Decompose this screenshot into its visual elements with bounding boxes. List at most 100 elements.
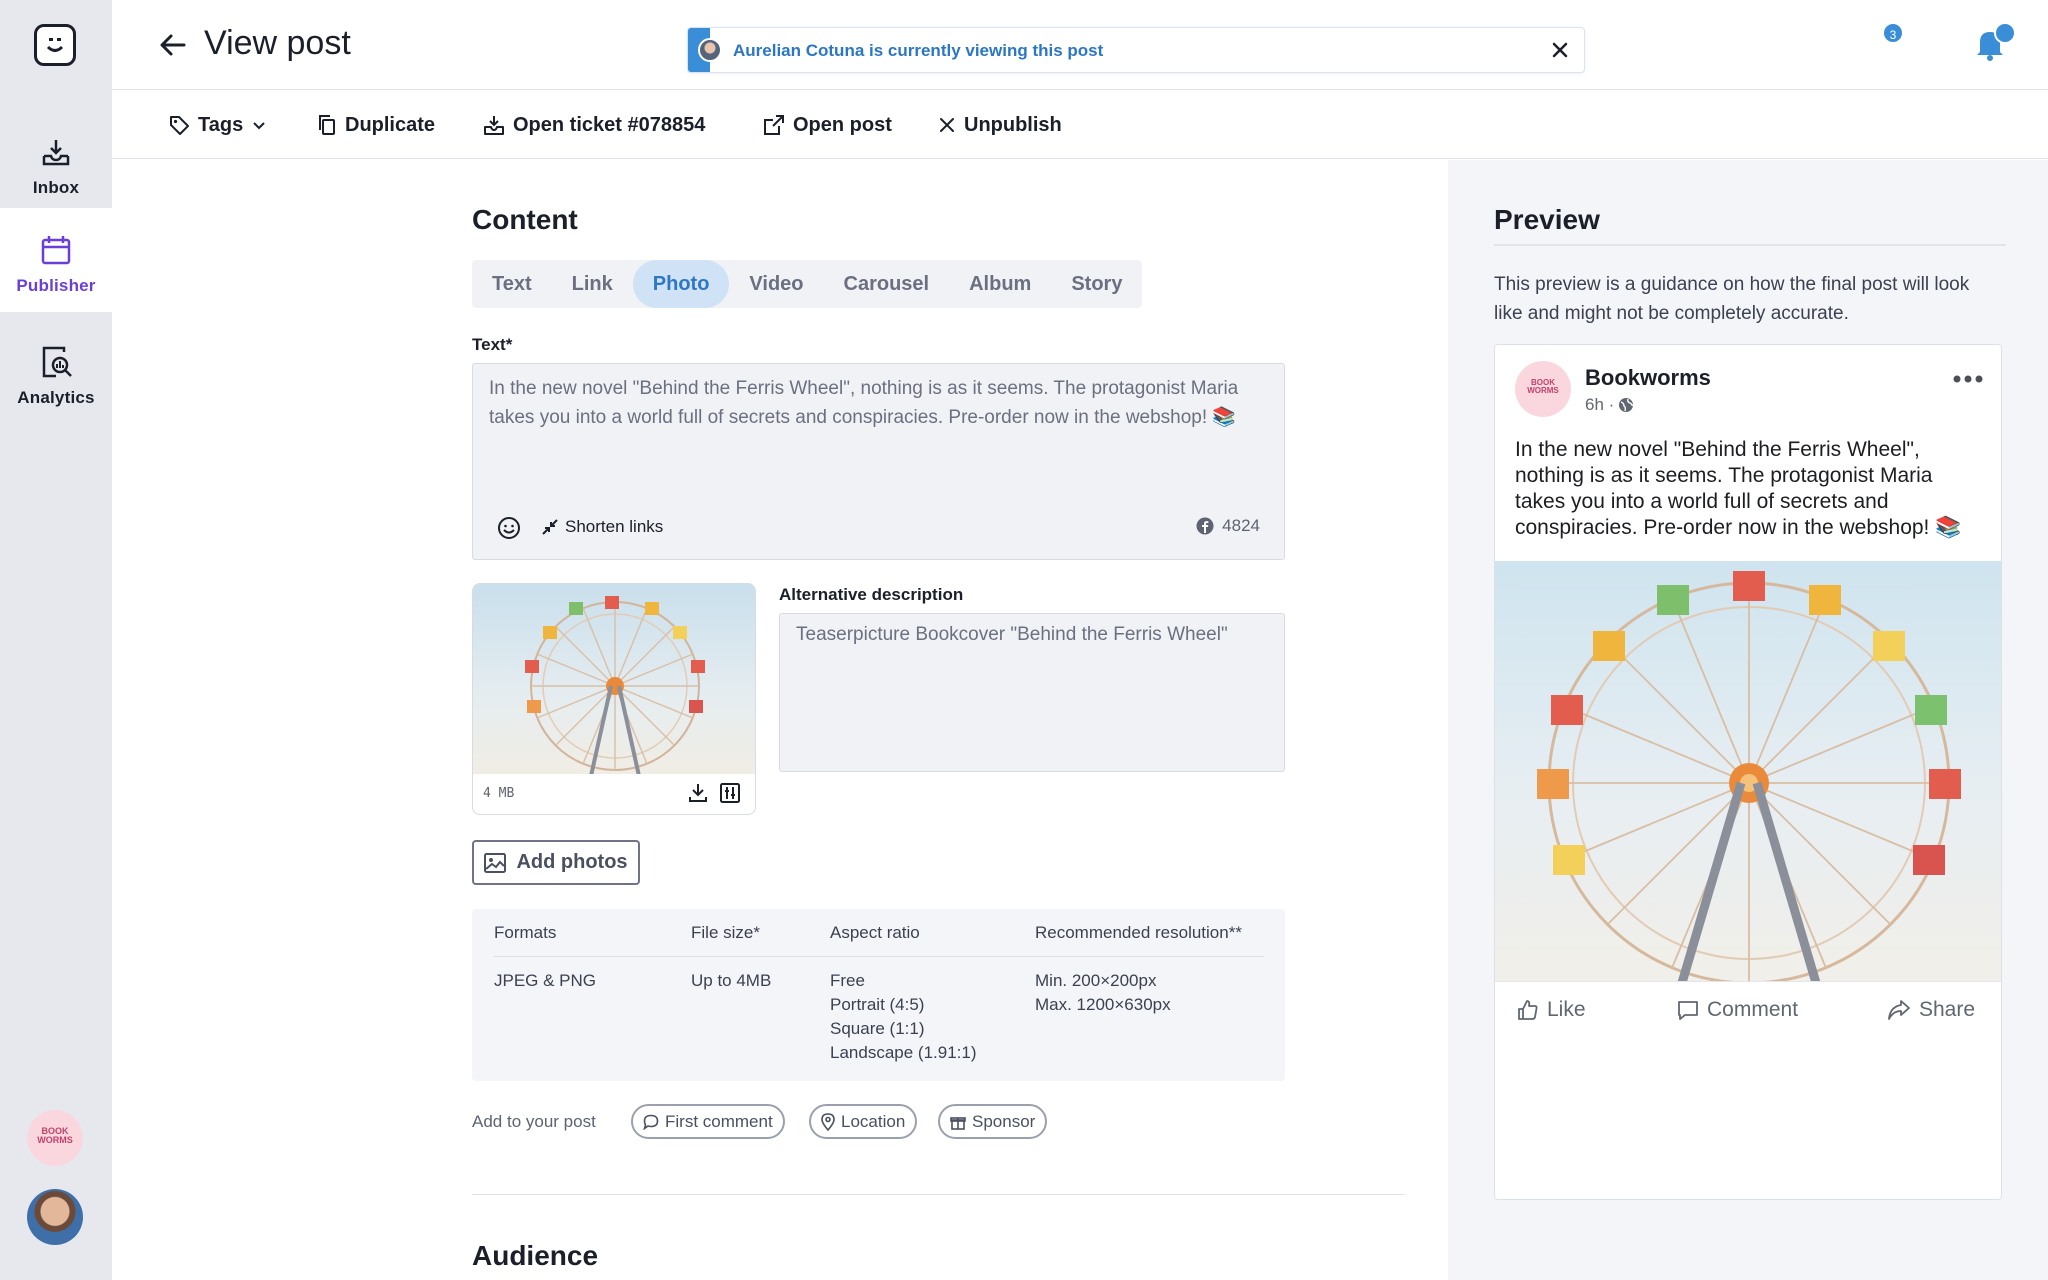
back-arrow-icon[interactable] [158, 30, 188, 60]
first-comment-chip[interactable]: First comment [631, 1104, 785, 1139]
nav-item-inbox[interactable]: Inbox [0, 110, 112, 214]
tab-link[interactable]: Link [571, 272, 613, 295]
tags-dropdown[interactable]: Tags [168, 112, 267, 138]
content-type-tabs: Text Link Photo Video Carousel Album Sto… [472, 260, 1143, 308]
shrink-arrows-icon [542, 519, 558, 535]
tags-label: Tags [198, 113, 244, 136]
emoji-icon[interactable] [497, 516, 521, 540]
toolbar: Tags Duplicate Open ticket #078854 Open … [112, 90, 2048, 159]
post-time: 6h · [1585, 395, 1615, 414]
tab-carousel[interactable]: Carousel [843, 272, 930, 295]
open-ticket-label: Open ticket #078854 [513, 113, 706, 136]
open-ticket-button[interactable]: Open ticket #078854 [483, 112, 705, 138]
first-comment-label: First comment [665, 1111, 773, 1131]
close-icon [940, 118, 954, 132]
preview-divider [1494, 244, 2006, 246]
spec-divider [494, 956, 1264, 957]
spec-aspect-ratio-list: Free Portrait (4:5) Square (1:1) Landsca… [830, 969, 977, 1065]
post-text-input[interactable]: In the new novel "Behind the Ferris Whee… [472, 363, 1285, 560]
chevron-down-icon [253, 122, 265, 130]
download-icon[interactable] [687, 782, 709, 804]
alt-description-input[interactable]: Teaserpicture Bookcover "Behind the Ferr… [779, 613, 1285, 772]
sponsor-label: Sponsor [972, 1111, 1036, 1131]
ferris-wheel-photo [1495, 561, 2001, 981]
smile-logo-icon [46, 38, 64, 52]
spec-aspect-ratio-item: Portrait (4:5) [830, 995, 925, 1014]
preview-pane: Preview This preview is a guidance on ho… [1448, 160, 2048, 1280]
notification-count-badge: 3 [1882, 22, 1904, 44]
like-action: Like [1517, 998, 1586, 1022]
comment-label: Comment [1707, 998, 1799, 1021]
location-chip[interactable]: Location [809, 1104, 918, 1139]
spec-resolution-item: Min. 200×200px [1035, 971, 1157, 990]
app-logo[interactable] [34, 24, 76, 66]
page-name: Bookworms [1585, 365, 1711, 390]
nav-label-publisher: Publisher [16, 276, 96, 295]
left-navigation: Inbox Publisher Analytics BOOK WORMS [0, 0, 112, 1280]
more-options-icon[interactable] [1953, 375, 1983, 383]
alt-description-value: Teaserpicture Bookcover "Behind the Ferr… [796, 624, 1228, 645]
spec-resolution-item: Max. 1200×630px [1035, 995, 1171, 1014]
sponsor-chip[interactable]: Sponsor [938, 1104, 1048, 1139]
tab-album[interactable]: Album [969, 272, 1032, 295]
user-avatar[interactable] [27, 1189, 83, 1245]
spec-header-file-size: File size* [691, 923, 760, 942]
nav-item-analytics[interactable]: Analytics [0, 320, 112, 424]
share-icon [1888, 1000, 1910, 1020]
external-link-icon [764, 115, 784, 135]
like-label: Like [1547, 998, 1586, 1021]
tab-story[interactable]: Story [1071, 272, 1123, 295]
spec-aspect-ratio-item: Landscape (1.91:1) [830, 1043, 977, 1062]
share-label: Share [1919, 998, 1976, 1021]
spec-file-size-value: Up to 4MB [691, 971, 772, 990]
shorten-links-label: Shorten links [565, 517, 664, 536]
tab-video[interactable]: Video [749, 272, 804, 295]
alt-description-label: Alternative description [779, 585, 964, 604]
spec-aspect-ratio-item: Free [830, 971, 865, 990]
tab-text[interactable]: Text [492, 272, 532, 295]
spec-aspect-ratio-item: Square (1:1) [830, 1019, 925, 1038]
add-photos-button[interactable]: Add photos [472, 840, 640, 885]
facebook-post-preview: BOOK WORMS Bookworms 6h · In the new nov… [1494, 344, 2002, 1200]
tab-photo[interactable]: Photo [632, 260, 730, 308]
analytics-icon [42, 346, 72, 378]
photo-file-size: 4 MB [483, 786, 515, 801]
close-icon[interactable] [1550, 40, 1570, 60]
inbox-icon [484, 116, 504, 135]
comment-action: Comment [1677, 998, 1798, 1022]
spec-formats-value: JPEG & PNG [494, 971, 597, 990]
notification-badge [1994, 22, 2016, 44]
tag-icon [170, 116, 189, 135]
text-field-label: Text* [472, 335, 513, 354]
photo-thumbnail-card[interactable]: 4 MB [472, 583, 756, 815]
nav-item-publisher[interactable]: Publisher [0, 208, 112, 312]
spec-resolution-list: Min. 200×200px Max. 1200×630px [1035, 969, 1171, 1017]
open-post-label: Open post [793, 113, 892, 136]
duplicate-button[interactable]: Duplicate [317, 112, 435, 138]
ferris-wheel-thumbnail [473, 584, 755, 774]
preview-disclaimer: This preview is a guidance on how the fi… [1494, 274, 1970, 324]
add-photos-label: Add photos [516, 851, 628, 873]
location-pin-icon [821, 1112, 835, 1131]
unpublish-button[interactable]: Unpublish [938, 112, 1062, 138]
brand-avatar[interactable]: BOOK WORMS [27, 1110, 83, 1166]
brand-avatar-text: BOOK WORMS [37, 1126, 73, 1145]
nav-label-analytics: Analytics [17, 388, 95, 407]
post-text-value: In the new novel "Behind the Ferris Whee… [489, 378, 1239, 428]
preview-actions: Like Comment Share [1495, 981, 2001, 1041]
spec-header-formats: Formats [494, 923, 557, 942]
preview-post-text: In the new novel "Behind the Ferris Whee… [1515, 438, 1962, 539]
viewer-banner-text: Aurelian Cotuna is currently viewing thi… [733, 41, 1104, 60]
comment-icon [643, 1114, 659, 1130]
gift-icon [950, 1116, 966, 1130]
location-label: Location [841, 1111, 906, 1131]
shorten-links-button[interactable]: Shorten links [541, 517, 663, 537]
thumbs-up-icon [1518, 1000, 1538, 1020]
calendar-icon [41, 236, 71, 265]
adjust-settings-icon[interactable] [719, 782, 741, 804]
text-input-footer: Shorten links 4824 [473, 515, 1284, 541]
spec-header-resolution: Recommended resolution** [1035, 923, 1242, 942]
top-bar: View post Aurelian Cotuna is currently v… [112, 0, 2048, 90]
open-post-button[interactable]: Open post [763, 112, 892, 138]
globe-icon [1619, 398, 1634, 412]
